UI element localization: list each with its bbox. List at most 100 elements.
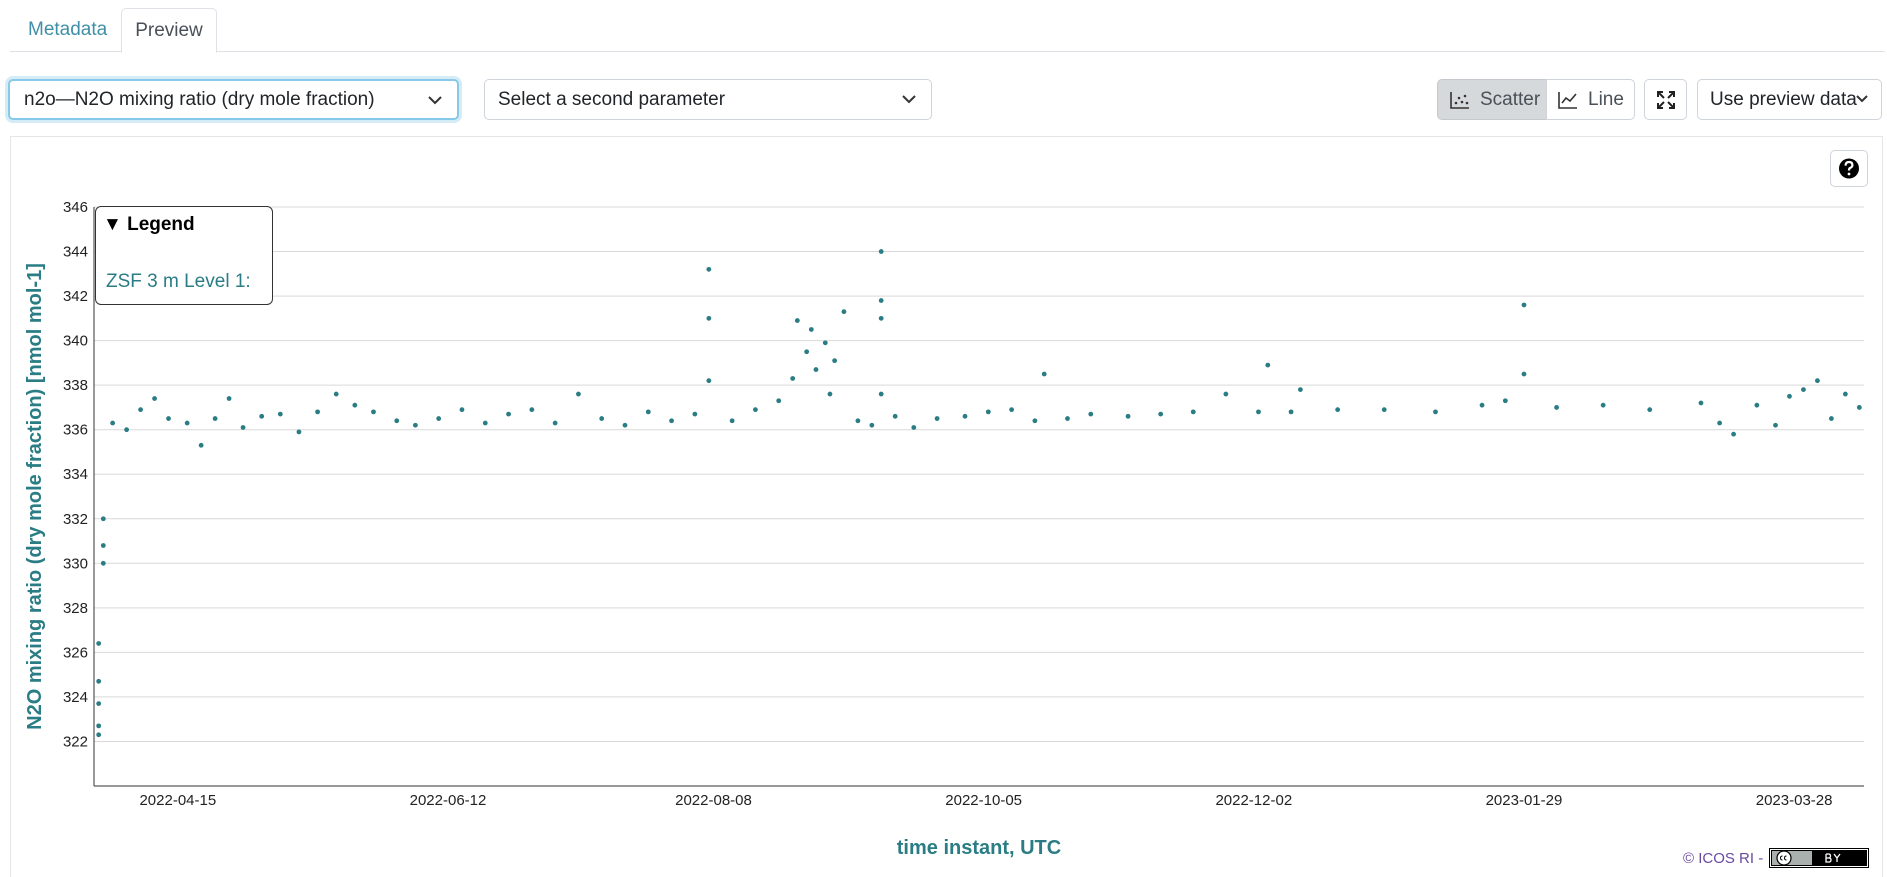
data-point — [1265, 362, 1271, 368]
y-tick-label: 340 — [63, 333, 88, 350]
data-point — [645, 409, 651, 415]
fullscreen-button[interactable] — [1644, 79, 1687, 120]
line-button[interactable]: Line — [1546, 79, 1635, 120]
data-point — [790, 376, 796, 381]
data-point — [1787, 393, 1792, 399]
data-point — [333, 391, 339, 397]
data-point — [1032, 418, 1038, 424]
data-point — [822, 340, 828, 346]
legend-title[interactable]: ▼ Legend — [103, 214, 195, 235]
expand-icon — [1657, 91, 1675, 109]
x-tick-label: 2022-06-12 — [410, 792, 487, 809]
chevron-down-icon — [902, 95, 916, 104]
data-point — [706, 315, 712, 321]
data-point — [96, 641, 102, 646]
data-point — [911, 425, 917, 430]
data-point — [1433, 409, 1438, 415]
data-point — [1717, 420, 1723, 426]
data-point — [96, 678, 102, 684]
scatter-button[interactable]: Scatter — [1437, 79, 1547, 120]
y-tick-label: 324 — [63, 689, 88, 706]
data-point — [878, 391, 884, 397]
x-tick-label: 2023-03-28 — [1756, 792, 1833, 809]
y-tick-label: 334 — [63, 466, 88, 483]
chevron-down-icon — [1856, 95, 1868, 103]
preview-data-dropdown[interactable]: Use preview data — [1697, 79, 1882, 120]
y-tick-label: 342 — [63, 288, 88, 305]
data-point — [1856, 405, 1862, 410]
data-point — [692, 411, 698, 417]
chart-panel — [10, 136, 1883, 877]
data-point — [100, 516, 106, 522]
data-point — [669, 418, 674, 424]
tab-preview[interactable]: Preview — [121, 8, 217, 53]
parameter-select[interactable]: n2o—N2O mixing ratio (dry mole fraction) — [8, 79, 459, 120]
data-point — [96, 701, 102, 707]
data-point — [152, 396, 157, 401]
data-point — [622, 422, 628, 428]
data-point — [855, 418, 861, 424]
data-point — [878, 315, 884, 321]
data-point — [1754, 402, 1760, 408]
x-tick-label: 2022-12-02 — [1215, 792, 1292, 809]
second-parameter-select[interactable]: Select a second parameter — [484, 79, 932, 120]
data-point — [1297, 387, 1303, 393]
data-point — [1009, 407, 1015, 413]
y-tick-label: 332 — [63, 511, 88, 528]
data-point — [1288, 409, 1294, 415]
data-point — [1041, 371, 1047, 377]
data-point — [459, 407, 465, 413]
data-point — [198, 442, 204, 448]
data-point — [315, 409, 320, 415]
data-point — [753, 407, 758, 413]
data-point — [1647, 407, 1653, 413]
data-point — [352, 402, 358, 408]
data-point — [813, 367, 819, 372]
x-tick-label: 2022-04-15 — [139, 792, 216, 809]
data-point — [166, 416, 171, 421]
cc-by-license-icon[interactable] — [1769, 848, 1869, 868]
data-point — [1125, 413, 1131, 419]
question-circle-icon — [1839, 158, 1859, 179]
data-point — [878, 249, 884, 254]
data-point — [226, 396, 232, 401]
data-point — [729, 418, 735, 424]
x-tick-label: 2022-08-08 — [675, 792, 752, 809]
data-point — [878, 298, 884, 303]
tab-bar: Metadata Preview — [10, 8, 1885, 53]
second-parameter-select-value: Select a second parameter — [498, 89, 726, 110]
data-point — [96, 732, 102, 738]
data-point — [138, 407, 143, 413]
data-point — [962, 413, 968, 419]
data-point — [1502, 398, 1508, 404]
data-point — [794, 318, 800, 323]
x-axis-title: time instant, UTC — [897, 837, 1061, 859]
help-button[interactable] — [1830, 150, 1868, 187]
data-point — [599, 416, 605, 421]
data-point — [110, 420, 116, 426]
data-point — [412, 422, 418, 428]
data-point — [1190, 409, 1196, 415]
data-point — [576, 391, 581, 397]
data-point — [371, 409, 376, 415]
y-tick-label: 344 — [63, 244, 88, 261]
y-tick-label: 336 — [63, 422, 88, 439]
preview-data-label: Use preview data — [1710, 89, 1857, 110]
y-tick-label: 326 — [63, 644, 88, 661]
y-tick-label: 328 — [63, 600, 88, 617]
line-chart-icon — [1558, 92, 1577, 109]
data-point — [1801, 387, 1806, 393]
data-point — [436, 416, 442, 421]
data-point — [184, 420, 190, 426]
data-point — [832, 358, 838, 364]
data-point — [1381, 407, 1387, 413]
data-point — [808, 327, 814, 332]
scatter-button-label: Scatter — [1480, 89, 1541, 110]
data-point — [1256, 409, 1261, 415]
legend[interactable]: ▼ Legend ZSF 3 m Level 1: — [95, 206, 273, 305]
data-point — [506, 411, 511, 417]
tab-metadata[interactable]: Metadata — [28, 19, 108, 40]
credit-text: © ICOS RI - — [1683, 850, 1764, 867]
data-point — [706, 378, 712, 384]
